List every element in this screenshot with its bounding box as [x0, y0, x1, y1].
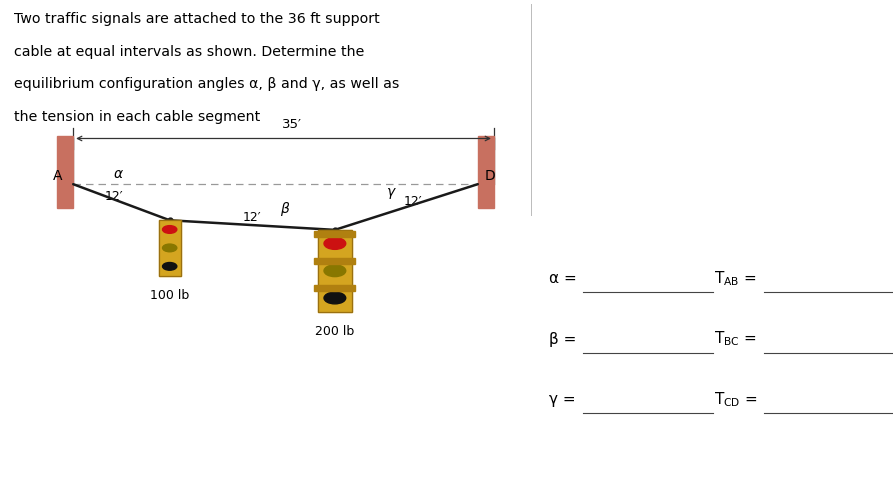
Text: 100 lb: 100 lb [150, 288, 189, 301]
Circle shape [163, 226, 177, 234]
Bar [57, 137, 73, 209]
Text: the tension in each cable segment: the tension in each cable segment [14, 110, 261, 124]
Circle shape [324, 265, 346, 277]
Bar [478, 137, 494, 209]
Bar [318, 230, 352, 312]
Text: 200 lb: 200 lb [315, 324, 355, 337]
Circle shape [324, 238, 346, 250]
Text: β: β [280, 202, 288, 216]
Text: 12′: 12′ [105, 189, 123, 203]
Bar [314, 231, 355, 237]
Circle shape [163, 245, 177, 252]
Text: 12′: 12′ [404, 194, 421, 207]
Text: A: A [53, 168, 63, 182]
Text: $\mathsf{T_{AB}}$ =: $\mathsf{T_{AB}}$ = [714, 269, 757, 288]
Text: $\mathsf{T_{CD}}$ =: $\mathsf{T_{CD}}$ = [714, 389, 758, 408]
Text: α =: α = [549, 271, 577, 286]
Text: Two traffic signals are attached to the 36 ft support: Two traffic signals are attached to the … [14, 12, 380, 26]
Text: 35′: 35′ [282, 118, 303, 131]
Bar [314, 286, 355, 292]
Bar [159, 221, 180, 276]
Text: α: α [113, 167, 122, 181]
Bar [159, 221, 180, 276]
Bar [318, 230, 352, 312]
Text: 12′: 12′ [243, 210, 261, 224]
Text: $\mathsf{T_{BC}}$ =: $\mathsf{T_{BC}}$ = [714, 329, 757, 348]
Text: γ =: γ = [549, 391, 576, 406]
Circle shape [324, 293, 346, 304]
Text: equilibrium configuration angles α, β and γ, as well as: equilibrium configuration angles α, β an… [14, 77, 400, 91]
Text: C: C [342, 247, 351, 260]
Text: β =: β = [549, 331, 577, 346]
Bar [314, 259, 355, 264]
Text: γ: γ [387, 185, 396, 199]
Text: D: D [485, 168, 496, 182]
Circle shape [163, 263, 177, 271]
Text: B: B [163, 238, 171, 251]
Text: cable at equal intervals as shown. Determine the: cable at equal intervals as shown. Deter… [14, 45, 364, 59]
